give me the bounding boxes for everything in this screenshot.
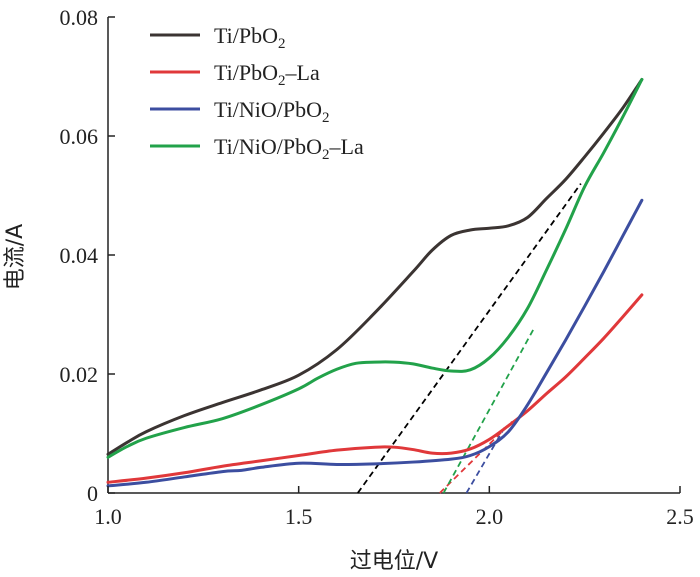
legend-label: Ti/NiO/PbO2–La — [214, 134, 364, 163]
y-tick-label: 0.08 — [60, 5, 99, 30]
legend-label: Ti/NiO/PbO2 — [214, 97, 330, 126]
data-series — [106, 77, 644, 488]
series-line-1 — [106, 77, 644, 456]
x-axis-title: 过电位/V — [350, 549, 438, 574]
legend-label: Ti/PbO2–La — [214, 60, 320, 89]
x-tick-label: 1.0 — [94, 504, 122, 529]
y-axis-title: 电流/A — [3, 224, 28, 290]
tangent-line — [442, 325, 536, 494]
legend: Ti/PbO2 Ti/PbO2–La Ti/NiO/PbO2 Ti/NiO/PbO2–… — [150, 23, 364, 163]
x-tick-label: 1.5 — [285, 504, 313, 529]
legend-label: Ti/PbO2 — [214, 23, 286, 52]
tangent-line — [357, 183, 582, 494]
series-line-3 — [106, 198, 644, 488]
y-tick-label: 0.04 — [60, 243, 99, 268]
y-tick-label: 0 — [87, 481, 98, 506]
x-tick-label: 2.0 — [476, 504, 504, 529]
series-line-4 — [106, 77, 644, 459]
y-tick-label: 0.02 — [60, 362, 99, 387]
axis-ticks: 1.0 1.5 2.0 2.5 0 0.02 0.04 0.06 0.08 — [60, 5, 694, 529]
y-tick-label: 0.06 — [60, 124, 99, 149]
x-tick-label: 2.5 — [666, 504, 694, 529]
tangent-line — [465, 427, 506, 494]
series-line-2 — [106, 293, 644, 484]
plot-frame — [107, 17, 680, 494]
